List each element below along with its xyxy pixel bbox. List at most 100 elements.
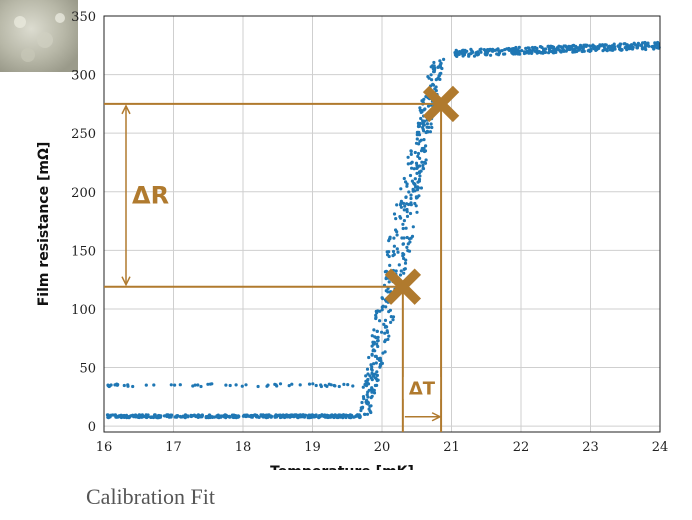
data-point xyxy=(373,372,377,376)
data-point xyxy=(516,52,520,56)
data-point xyxy=(405,210,409,214)
data-point xyxy=(396,250,400,254)
data-point xyxy=(438,73,442,77)
data-point xyxy=(403,204,407,208)
data-point xyxy=(143,414,147,419)
data-point xyxy=(405,214,410,218)
data-point xyxy=(306,414,310,418)
data-point xyxy=(383,340,387,344)
delta-t-arrowhead xyxy=(431,412,442,422)
data-point xyxy=(401,222,405,226)
data-point xyxy=(170,413,174,417)
data-point xyxy=(338,413,342,417)
y-tick-label: 250 xyxy=(71,127,96,142)
marker-upper-stroke-b xyxy=(422,85,460,123)
data-point xyxy=(173,383,177,387)
data-point xyxy=(438,59,442,63)
data-point xyxy=(603,43,607,47)
data-point xyxy=(370,390,374,394)
data-point xyxy=(283,415,287,419)
data-point xyxy=(410,166,414,170)
data-point xyxy=(376,344,380,349)
thumbnail-image xyxy=(0,0,78,72)
data-point xyxy=(386,290,390,294)
data-point xyxy=(391,249,396,254)
data-point xyxy=(442,57,446,62)
data-point xyxy=(399,269,403,273)
data-point xyxy=(352,415,356,419)
data-point xyxy=(333,384,337,388)
data-point xyxy=(370,371,374,375)
data-point xyxy=(490,49,494,53)
data-point xyxy=(427,125,431,129)
data-point xyxy=(543,50,548,55)
data-point xyxy=(358,414,362,418)
data-point xyxy=(413,201,417,206)
data-point xyxy=(646,41,650,45)
data-point xyxy=(406,162,410,166)
data-point xyxy=(244,383,248,387)
data-point xyxy=(563,44,568,48)
data-point xyxy=(374,315,378,319)
data-point xyxy=(402,219,406,223)
y-tick-label: 150 xyxy=(71,244,96,259)
data-point xyxy=(373,383,377,388)
data-point xyxy=(402,267,406,271)
data-point xyxy=(380,296,384,300)
data-point xyxy=(627,47,631,51)
data-point xyxy=(166,413,170,417)
data-point xyxy=(386,253,390,257)
data-point xyxy=(204,415,209,419)
data-point xyxy=(424,158,428,162)
data-point xyxy=(412,167,416,171)
data-point xyxy=(395,233,399,237)
data-point xyxy=(420,99,424,103)
data-point xyxy=(374,361,378,365)
data-point xyxy=(418,108,422,112)
data-point xyxy=(366,382,371,386)
data-point xyxy=(317,416,321,420)
data-point xyxy=(265,384,269,388)
x-tick-label: 22 xyxy=(513,440,530,455)
data-point xyxy=(389,315,393,319)
data-point xyxy=(311,414,315,418)
data-point xyxy=(361,395,366,399)
data-point xyxy=(429,73,433,77)
data-point xyxy=(178,414,182,419)
data-point xyxy=(424,144,428,148)
data-point xyxy=(383,318,388,322)
data-point xyxy=(416,180,420,184)
data-point xyxy=(370,334,374,338)
delta-r-arrowhead-bottom xyxy=(121,276,131,287)
data-point xyxy=(485,51,489,56)
data-point xyxy=(522,51,527,56)
data-point xyxy=(359,408,363,413)
data-point xyxy=(324,414,328,418)
data-point xyxy=(236,414,240,418)
data-point xyxy=(612,42,616,46)
x-tick-label: 23 xyxy=(582,440,599,455)
data-point xyxy=(256,414,260,419)
data-point xyxy=(360,406,364,410)
data-point xyxy=(622,42,626,46)
data-point xyxy=(368,404,372,408)
data-point xyxy=(386,337,390,341)
data-point xyxy=(351,384,355,388)
data-point xyxy=(365,367,370,371)
data-point xyxy=(372,340,376,344)
data-point xyxy=(425,129,429,133)
data-point xyxy=(380,308,384,312)
y-tick-label: 300 xyxy=(71,69,96,84)
data-point xyxy=(644,47,648,52)
data-point xyxy=(537,50,541,55)
data-point xyxy=(479,50,483,54)
data-point xyxy=(406,155,410,159)
data-point xyxy=(414,204,418,208)
data-point xyxy=(375,370,379,374)
data-point xyxy=(411,189,415,193)
data-point xyxy=(426,104,431,108)
data-point xyxy=(604,48,608,52)
data-point xyxy=(527,49,531,53)
data-point xyxy=(495,52,499,56)
data-point xyxy=(517,45,521,50)
